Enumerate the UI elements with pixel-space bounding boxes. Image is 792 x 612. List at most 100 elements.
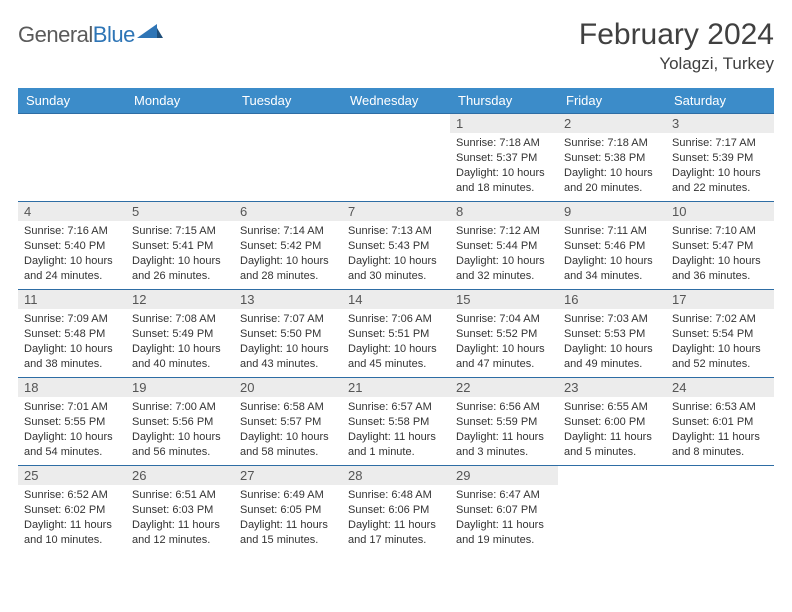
day-number: 9 xyxy=(558,202,666,221)
sunset-text: Sunset: 5:47 PM xyxy=(672,239,768,254)
sunset-text: Sunset: 6:05 PM xyxy=(240,503,336,518)
day-details: Sunrise: 7:15 AMSunset: 5:41 PMDaylight:… xyxy=(126,221,234,287)
day-number xyxy=(126,114,234,133)
sunrise-text: Sunrise: 7:01 AM xyxy=(24,400,120,415)
month-title: February 2024 xyxy=(579,18,774,52)
sunrise-text: Sunrise: 7:18 AM xyxy=(564,136,660,151)
sunrise-text: Sunrise: 6:51 AM xyxy=(132,488,228,503)
calendar-day-cell: 17Sunrise: 7:02 AMSunset: 5:54 PMDayligh… xyxy=(666,290,774,378)
calendar-day-cell: 26Sunrise: 6:51 AMSunset: 6:03 PMDayligh… xyxy=(126,466,234,554)
day-number: 22 xyxy=(450,378,558,397)
daylight-text: Daylight: 11 hours and 1 minute. xyxy=(348,430,444,460)
logo-text: GeneralBlue xyxy=(18,22,135,48)
daylight-text: Daylight: 11 hours and 10 minutes. xyxy=(24,518,120,548)
sunrise-text: Sunrise: 7:14 AM xyxy=(240,224,336,239)
sunset-text: Sunset: 5:59 PM xyxy=(456,415,552,430)
daylight-text: Daylight: 11 hours and 17 minutes. xyxy=(348,518,444,548)
calendar-day-cell: 19Sunrise: 7:00 AMSunset: 5:56 PMDayligh… xyxy=(126,378,234,466)
day-details: Sunrise: 7:01 AMSunset: 5:55 PMDaylight:… xyxy=(18,397,126,463)
day-number: 20 xyxy=(234,378,342,397)
sunrise-text: Sunrise: 7:18 AM xyxy=(456,136,552,151)
weekday-header: Thursday xyxy=(450,88,558,114)
calendar-day-cell: 29Sunrise: 6:47 AMSunset: 6:07 PMDayligh… xyxy=(450,466,558,554)
sunset-text: Sunset: 6:03 PM xyxy=(132,503,228,518)
daylight-text: Daylight: 10 hours and 26 minutes. xyxy=(132,254,228,284)
sunrise-text: Sunrise: 7:15 AM xyxy=(132,224,228,239)
sunset-text: Sunset: 5:50 PM xyxy=(240,327,336,342)
day-details: Sunrise: 7:04 AMSunset: 5:52 PMDaylight:… xyxy=(450,309,558,375)
sunset-text: Sunset: 6:01 PM xyxy=(672,415,768,430)
daylight-text: Daylight: 10 hours and 45 minutes. xyxy=(348,342,444,372)
sunset-text: Sunset: 5:55 PM xyxy=(24,415,120,430)
weekday-header: Sunday xyxy=(18,88,126,114)
day-number: 25 xyxy=(18,466,126,485)
sunrise-text: Sunrise: 7:13 AM xyxy=(348,224,444,239)
day-details: Sunrise: 6:48 AMSunset: 6:06 PMDaylight:… xyxy=(342,485,450,551)
daylight-text: Daylight: 11 hours and 3 minutes. xyxy=(456,430,552,460)
sunrise-text: Sunrise: 6:56 AM xyxy=(456,400,552,415)
daylight-text: Daylight: 10 hours and 38 minutes. xyxy=(24,342,120,372)
sunrise-text: Sunrise: 7:17 AM xyxy=(672,136,768,151)
calendar-day-cell xyxy=(558,466,666,554)
day-number xyxy=(342,114,450,133)
daylight-text: Daylight: 11 hours and 12 minutes. xyxy=(132,518,228,548)
sunset-text: Sunset: 5:39 PM xyxy=(672,151,768,166)
sunset-text: Sunset: 5:41 PM xyxy=(132,239,228,254)
daylight-text: Daylight: 10 hours and 32 minutes. xyxy=(456,254,552,284)
calendar-day-cell: 14Sunrise: 7:06 AMSunset: 5:51 PMDayligh… xyxy=(342,290,450,378)
day-details: Sunrise: 7:16 AMSunset: 5:40 PMDaylight:… xyxy=(18,221,126,287)
calendar-day-cell xyxy=(126,114,234,202)
day-number: 15 xyxy=(450,290,558,309)
day-number: 8 xyxy=(450,202,558,221)
day-number: 12 xyxy=(126,290,234,309)
day-details: Sunrise: 7:13 AMSunset: 5:43 PMDaylight:… xyxy=(342,221,450,287)
day-details: Sunrise: 7:09 AMSunset: 5:48 PMDaylight:… xyxy=(18,309,126,375)
sunrise-text: Sunrise: 7:10 AM xyxy=(672,224,768,239)
sunrise-text: Sunrise: 6:47 AM xyxy=(456,488,552,503)
daylight-text: Daylight: 10 hours and 47 minutes. xyxy=(456,342,552,372)
calendar-day-cell: 22Sunrise: 6:56 AMSunset: 5:59 PMDayligh… xyxy=(450,378,558,466)
calendar-day-cell xyxy=(18,114,126,202)
calendar-day-cell: 12Sunrise: 7:08 AMSunset: 5:49 PMDayligh… xyxy=(126,290,234,378)
sunset-text: Sunset: 5:46 PM xyxy=(564,239,660,254)
sunset-text: Sunset: 6:06 PM xyxy=(348,503,444,518)
calendar-day-cell: 1Sunrise: 7:18 AMSunset: 5:37 PMDaylight… xyxy=(450,114,558,202)
calendar-day-cell: 16Sunrise: 7:03 AMSunset: 5:53 PMDayligh… xyxy=(558,290,666,378)
calendar-week-row: 25Sunrise: 6:52 AMSunset: 6:02 PMDayligh… xyxy=(18,466,774,554)
daylight-text: Daylight: 10 hours and 28 minutes. xyxy=(240,254,336,284)
calendar-week-row: 4Sunrise: 7:16 AMSunset: 5:40 PMDaylight… xyxy=(18,202,774,290)
day-details: Sunrise: 6:58 AMSunset: 5:57 PMDaylight:… xyxy=(234,397,342,463)
sunrise-text: Sunrise: 7:07 AM xyxy=(240,312,336,327)
calendar-head: SundayMondayTuesdayWednesdayThursdayFrid… xyxy=(18,88,774,114)
calendar-day-cell: 24Sunrise: 6:53 AMSunset: 6:01 PMDayligh… xyxy=(666,378,774,466)
calendar-day-cell: 3Sunrise: 7:17 AMSunset: 5:39 PMDaylight… xyxy=(666,114,774,202)
calendar-day-cell: 13Sunrise: 7:07 AMSunset: 5:50 PMDayligh… xyxy=(234,290,342,378)
day-details: Sunrise: 7:17 AMSunset: 5:39 PMDaylight:… xyxy=(666,133,774,199)
calendar-day-cell: 9Sunrise: 7:11 AMSunset: 5:46 PMDaylight… xyxy=(558,202,666,290)
calendar-day-cell: 23Sunrise: 6:55 AMSunset: 6:00 PMDayligh… xyxy=(558,378,666,466)
day-details: Sunrise: 6:56 AMSunset: 5:59 PMDaylight:… xyxy=(450,397,558,463)
day-number: 7 xyxy=(342,202,450,221)
weekday-header: Monday xyxy=(126,88,234,114)
sunrise-text: Sunrise: 7:02 AM xyxy=(672,312,768,327)
calendar-day-cell: 25Sunrise: 6:52 AMSunset: 6:02 PMDayligh… xyxy=(18,466,126,554)
day-number: 27 xyxy=(234,466,342,485)
calendar-day-cell: 4Sunrise: 7:16 AMSunset: 5:40 PMDaylight… xyxy=(18,202,126,290)
calendar-day-cell: 8Sunrise: 7:12 AMSunset: 5:44 PMDaylight… xyxy=(450,202,558,290)
daylight-text: Daylight: 10 hours and 49 minutes. xyxy=(564,342,660,372)
calendar-day-cell: 20Sunrise: 6:58 AMSunset: 5:57 PMDayligh… xyxy=(234,378,342,466)
sunrise-text: Sunrise: 7:06 AM xyxy=(348,312,444,327)
day-number: 18 xyxy=(18,378,126,397)
logo-mark-icon xyxy=(137,22,163,47)
weekday-header: Saturday xyxy=(666,88,774,114)
calendar-day-cell: 7Sunrise: 7:13 AMSunset: 5:43 PMDaylight… xyxy=(342,202,450,290)
calendar-day-cell: 11Sunrise: 7:09 AMSunset: 5:48 PMDayligh… xyxy=(18,290,126,378)
calendar-day-cell xyxy=(234,114,342,202)
sunrise-text: Sunrise: 7:08 AM xyxy=(132,312,228,327)
sunset-text: Sunset: 5:49 PM xyxy=(132,327,228,342)
weekday-header: Friday xyxy=(558,88,666,114)
sunset-text: Sunset: 5:43 PM xyxy=(348,239,444,254)
day-number: 6 xyxy=(234,202,342,221)
calendar-table: SundayMondayTuesdayWednesdayThursdayFrid… xyxy=(18,88,774,554)
sunset-text: Sunset: 6:00 PM xyxy=(564,415,660,430)
